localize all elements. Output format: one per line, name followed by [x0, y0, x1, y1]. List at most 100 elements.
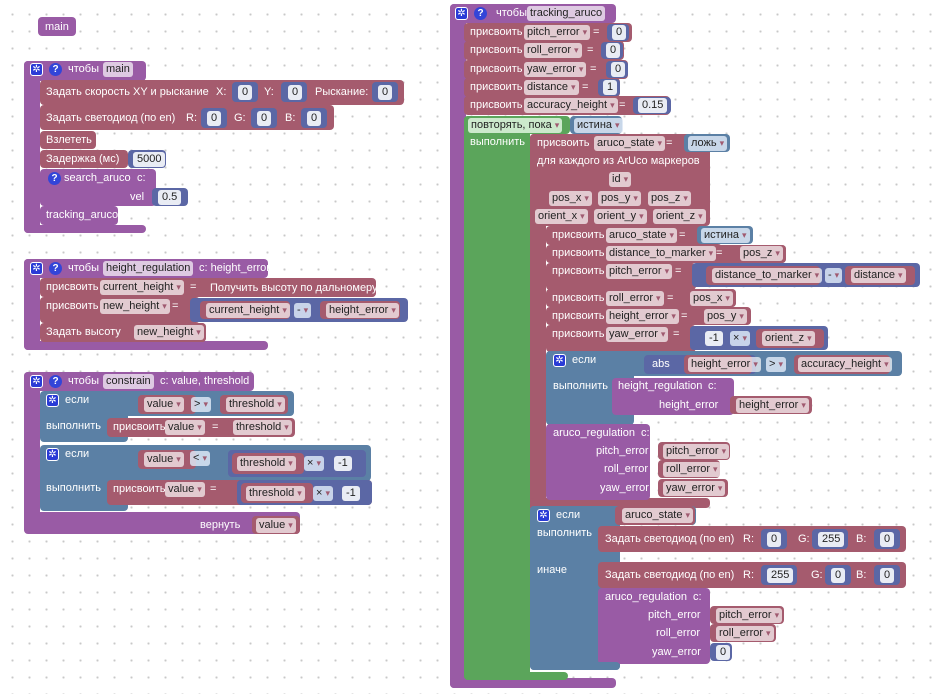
- gear-icon[interactable]: ✲: [455, 7, 468, 20]
- number-field[interactable]: 0: [606, 42, 621, 58]
- help-icon[interactable]: ?: [49, 262, 62, 275]
- help-icon[interactable]: ?: [49, 63, 62, 76]
- procedure-body[interactable]: [24, 259, 40, 350]
- variable-dropdown[interactable]: orient_y ▾: [594, 208, 647, 224]
- variable-dropdown[interactable]: height_error ▾: [736, 397, 809, 413]
- aruco-regulation-call[interactable]: [546, 424, 650, 500]
- number-field[interactable]: 0.5: [158, 189, 182, 205]
- procedure-bottom[interactable]: [450, 678, 616, 688]
- set-speed-block[interactable]: [40, 80, 404, 105]
- number-field[interactable]: 0: [767, 531, 782, 547]
- variable-dropdown[interactable]: aruco_state ▾: [606, 227, 678, 243]
- number-field[interactable]: 1: [603, 79, 618, 95]
- variable-dropdown[interactable]: value ▾: [165, 481, 205, 497]
- variable-dropdown[interactable]: orient_z ▾: [653, 208, 706, 224]
- variable-dropdown[interactable]: threshold ▾: [237, 455, 296, 471]
- set-led-block[interactable]: [598, 526, 906, 552]
- number-field[interactable]: 0: [238, 84, 253, 100]
- number-field[interactable]: 0: [207, 110, 222, 126]
- loop-mode-dropdown[interactable]: повторять, пока ▾: [468, 117, 563, 133]
- variable-dropdown[interactable]: yaw_error ▾: [663, 480, 726, 496]
- boolean-dropdown[interactable]: истина ▾: [574, 117, 623, 133]
- procedure-return-row[interactable]: [24, 512, 300, 534]
- variable-dropdown[interactable]: pitch_error ▾: [663, 443, 730, 459]
- gear-icon[interactable]: ✲: [46, 448, 59, 461]
- number-field[interactable]: -1: [342, 485, 360, 501]
- variable-dropdown[interactable]: orient_x ▾: [535, 208, 588, 224]
- main-hat-block[interactable]: [38, 17, 76, 36]
- foreach-bottom[interactable]: [530, 498, 710, 508]
- gear-icon[interactable]: ✲: [553, 354, 566, 367]
- foreach-body[interactable]: [530, 134, 546, 512]
- operator-dropdown[interactable]: × ▾: [313, 485, 333, 501]
- number-field[interactable]: 0: [612, 24, 627, 40]
- procedure-body[interactable]: [450, 4, 466, 688]
- gear-icon[interactable]: ✲: [46, 394, 59, 407]
- variable-dropdown[interactable]: pitch_error ▾: [716, 607, 783, 623]
- procedure-main-body[interactable]: [24, 61, 40, 233]
- number-field[interactable]: 0: [288, 84, 303, 100]
- tracking-aruco-call[interactable]: [40, 206, 118, 225]
- number-field[interactable]: 0: [257, 110, 272, 126]
- number-field[interactable]: 0: [307, 110, 322, 126]
- variable-dropdown[interactable]: pos_x ▾: [549, 190, 592, 206]
- operator-dropdown[interactable]: × ▾: [304, 455, 324, 471]
- variable-dropdown[interactable]: roll_error ▾: [716, 625, 774, 641]
- variable-dropdown[interactable]: distance ▾: [851, 267, 906, 283]
- variable-dropdown[interactable]: pos_x ▾: [690, 290, 733, 306]
- operator-dropdown[interactable]: - ▾: [825, 267, 843, 283]
- variable-dropdown[interactable]: roll_error ▾: [663, 461, 721, 477]
- variable-dropdown[interactable]: accuracy_height ▾: [524, 97, 618, 113]
- number-field[interactable]: 0: [880, 531, 895, 547]
- operator-dropdown[interactable]: < ▾: [190, 450, 210, 466]
- variable-dropdown[interactable]: pos_y ▾: [598, 190, 641, 206]
- number-field[interactable]: 0: [716, 644, 731, 660]
- variable-dropdown[interactable]: roll_error ▾: [606, 290, 664, 306]
- variable-dropdown[interactable]: pitch_error ▾: [524, 24, 591, 40]
- if-else-bottom[interactable]: [530, 662, 620, 670]
- variable-dropdown[interactable]: value ▾: [165, 419, 205, 435]
- operator-dropdown[interactable]: > ▾: [191, 396, 211, 412]
- variable-dropdown[interactable]: current_height ▾: [100, 279, 184, 295]
- variable-dropdown[interactable]: threshold ▾: [226, 396, 285, 412]
- while-loop-body[interactable]: [464, 116, 530, 680]
- operator-dropdown[interactable]: > ▾: [766, 356, 786, 372]
- procedure-name-field[interactable]: main: [103, 61, 133, 77]
- operator-dropdown[interactable]: × ▾: [730, 330, 750, 346]
- variable-dropdown[interactable]: distance_to_marker ▾: [712, 267, 823, 283]
- variable-dropdown[interactable]: roll_error ▾: [524, 42, 582, 58]
- variable-dropdown[interactable]: distance_to_marker ▾: [606, 245, 717, 261]
- while-loop-bottom[interactable]: [464, 672, 568, 680]
- variable-dropdown[interactable]: height_error ▾: [606, 308, 679, 324]
- boolean-dropdown[interactable]: ложь ▾: [688, 135, 728, 151]
- variable-dropdown[interactable]: accuracy_height ▾: [798, 356, 892, 372]
- get-rangefinder-height-block[interactable]: [200, 279, 376, 297]
- number-field[interactable]: 0.15: [638, 97, 668, 113]
- number-field[interactable]: -1: [705, 330, 723, 346]
- number-field[interactable]: -1: [334, 455, 352, 471]
- variable-dropdown[interactable]: pos_z ▾: [648, 190, 691, 206]
- variable-dropdown[interactable]: pitch_error ▾: [606, 263, 673, 279]
- operator-dropdown[interactable]: - ▾: [294, 302, 312, 318]
- variable-dropdown[interactable]: pos_z ▾: [740, 245, 783, 261]
- help-icon[interactable]: ?: [48, 172, 61, 185]
- number-field[interactable]: 0: [378, 84, 393, 100]
- delay-block[interactable]: [40, 150, 128, 168]
- boolean-dropdown[interactable]: истина ▾: [701, 227, 750, 243]
- variable-dropdown[interactable]: new_height ▾: [134, 324, 204, 340]
- height-regulation-call[interactable]: [612, 378, 734, 415]
- set-led-block[interactable]: [598, 562, 906, 588]
- procedure-name-field[interactable]: constrain: [103, 373, 154, 389]
- variable-dropdown[interactable]: current_height ▾: [206, 302, 290, 318]
- variable-dropdown[interactable]: pos_y ▾: [704, 308, 747, 324]
- variable-dropdown[interactable]: id ▾: [609, 171, 632, 187]
- variable-dropdown[interactable]: new_height ▾: [100, 298, 170, 314]
- variable-dropdown[interactable]: yaw_error ▾: [606, 326, 669, 342]
- number-field[interactable]: 0: [831, 567, 846, 583]
- variable-dropdown[interactable]: orient_z ▾: [762, 330, 815, 346]
- variable-dropdown[interactable]: threshold ▾: [246, 485, 305, 501]
- set-led-block[interactable]: [40, 105, 334, 130]
- number-field[interactable]: 5000: [133, 151, 166, 167]
- variable-dropdown[interactable]: aruco_state ▾: [622, 507, 694, 523]
- procedure-bottom[interactable]: [24, 341, 268, 350]
